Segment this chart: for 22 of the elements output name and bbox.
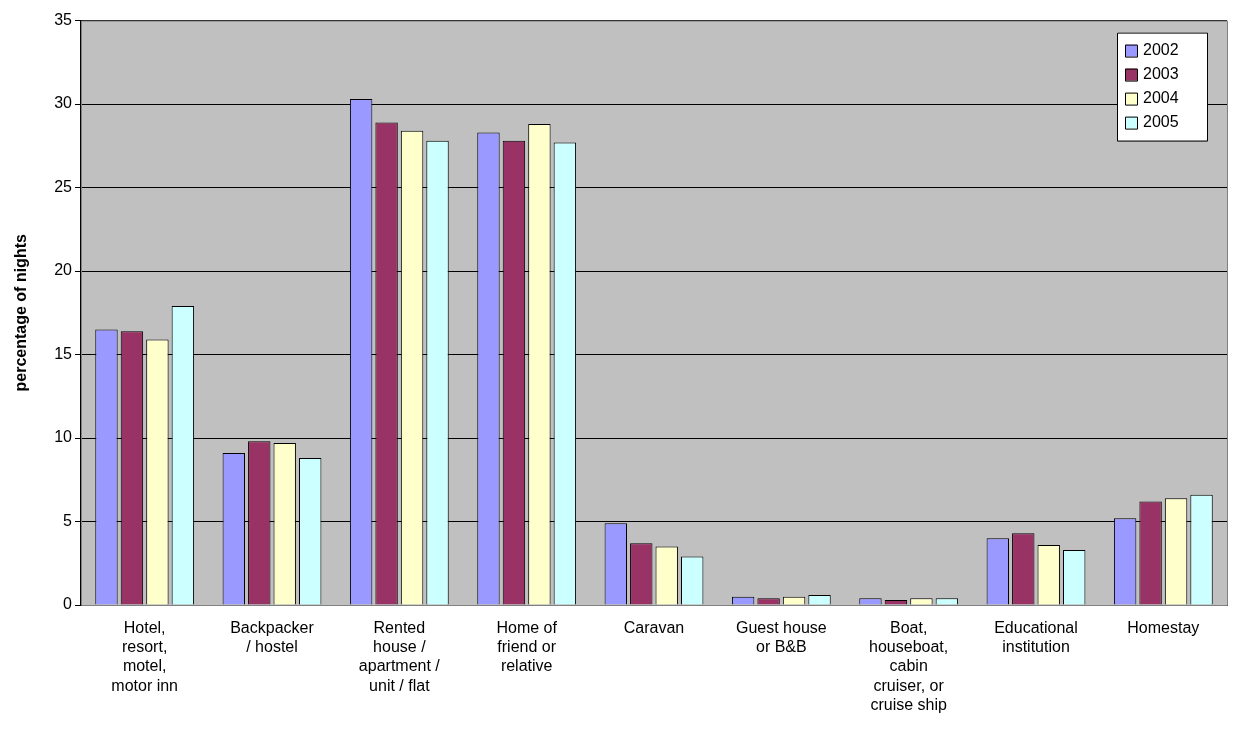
x-tick-label: Educational institution xyxy=(994,619,1078,656)
x-tick-label: Home of friend or relative xyxy=(496,619,558,675)
y-tick-label: 30 xyxy=(54,94,73,112)
y-tick-label: 25 xyxy=(54,177,73,195)
y-tick-label: 20 xyxy=(54,261,73,279)
y-tick-label: 10 xyxy=(54,428,73,446)
legend-label: 2004 xyxy=(1143,89,1179,107)
x-tick-label: Guest house or B&B xyxy=(735,619,827,656)
x-tick-label: Caravan xyxy=(623,619,685,637)
legend-label: 2005 xyxy=(1143,113,1179,131)
y-tick-label: 35 xyxy=(54,11,73,29)
y-axis-title: percentage of nights xyxy=(12,234,30,392)
x-tick-label: Hotel, resort, motel, motor inn xyxy=(111,619,179,694)
y-tick-label: 15 xyxy=(54,344,73,362)
legend-label: 2003 xyxy=(1143,65,1179,83)
y-tick-label: 5 xyxy=(63,511,73,529)
x-tick-label: Homestay xyxy=(1127,619,1200,637)
legend-label: 2002 xyxy=(1143,41,1179,59)
x-tick-label: Backpacker / hostel xyxy=(230,619,315,656)
x-tick-label: Boat, houseboat, cabin cruiser, or cruise ship xyxy=(869,619,949,713)
x-tick-label: Rented house / apartment / unit / flat xyxy=(358,619,441,694)
y-tick-label: 0 xyxy=(63,595,73,613)
